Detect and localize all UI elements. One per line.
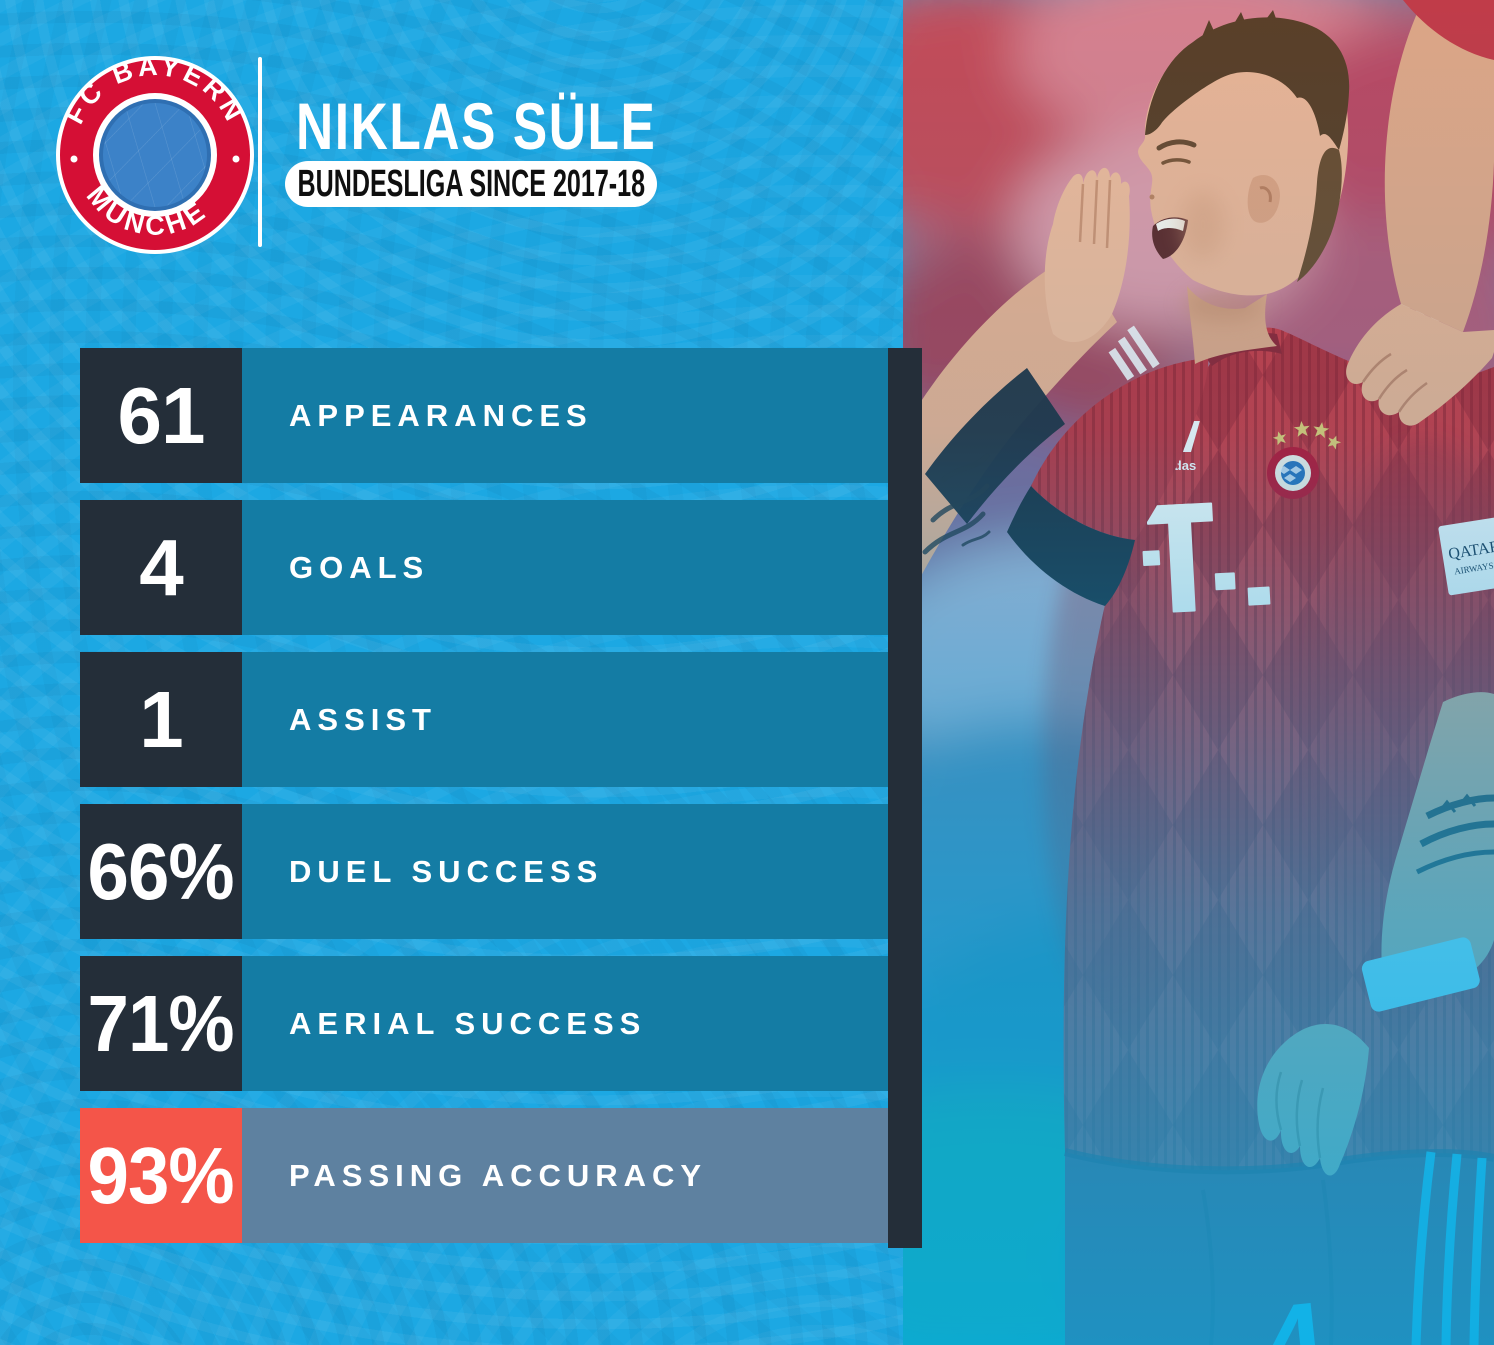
player-photo-illustration: adidas QATAR <box>903 0 1494 1345</box>
stat-row: 1 ASSIST <box>80 652 888 787</box>
player-name-title: NIKLAS SÜLE <box>296 89 657 163</box>
stat-value-box: 93% <box>80 1108 242 1243</box>
stat-bar: DUEL SUCCESS <box>242 804 888 939</box>
stat-label: DUEL SUCCESS <box>289 853 604 889</box>
stats-right-strip <box>888 348 922 1248</box>
stat-row: 71% AERIAL SUCCESS <box>80 956 888 1091</box>
stat-value: 66% <box>87 826 235 916</box>
stat-label: PASSING ACCURACY <box>289 1157 708 1193</box>
stat-bar: GOALS <box>242 500 888 635</box>
stat-value-box: 66% <box>80 804 242 939</box>
stat-label: ASSIST <box>289 701 437 737</box>
player-photo: adidas QATAR <box>903 0 1494 1345</box>
stat-label: AERIAL SUCCESS <box>289 1005 647 1041</box>
stat-row: 93% PASSING ACCURACY <box>80 1108 888 1243</box>
stat-value-box: 4 <box>80 500 242 635</box>
stat-value: 93% <box>87 1130 235 1220</box>
stat-label: GOALS <box>289 549 430 585</box>
stat-value: 71% <box>87 978 235 1068</box>
stat-value: 61 <box>117 370 206 460</box>
stat-bar: AERIAL SUCCESS <box>242 956 888 1091</box>
stat-value-box: 1 <box>80 652 242 787</box>
stat-bar: ASSIST <box>242 652 888 787</box>
stat-label: APPEARANCES <box>289 397 593 433</box>
duotone-overlay <box>903 0 1494 1345</box>
stat-bar: PASSING ACCURACY <box>242 1108 888 1243</box>
stat-value: 1 <box>139 674 183 764</box>
stat-row: 4 GOALS <box>80 500 888 635</box>
stats-list: 61 APPEARANCES 4 GOALS 1 ASSIST 66% DUEL SUCCES… <box>80 348 888 1260</box>
stat-value-box: 71% <box>80 956 242 1091</box>
subtitle-badge: BUNDESLIGA SINCE 2017-18 <box>285 161 657 207</box>
stat-value-box: 61 <box>80 348 242 483</box>
stat-row: 61 APPEARANCES <box>80 348 888 483</box>
stat-value: 4 <box>139 522 183 612</box>
header-divider <box>258 57 262 247</box>
stat-bar: APPEARANCES <box>242 348 888 483</box>
stat-row: 66% DUEL SUCCESS <box>80 804 888 939</box>
